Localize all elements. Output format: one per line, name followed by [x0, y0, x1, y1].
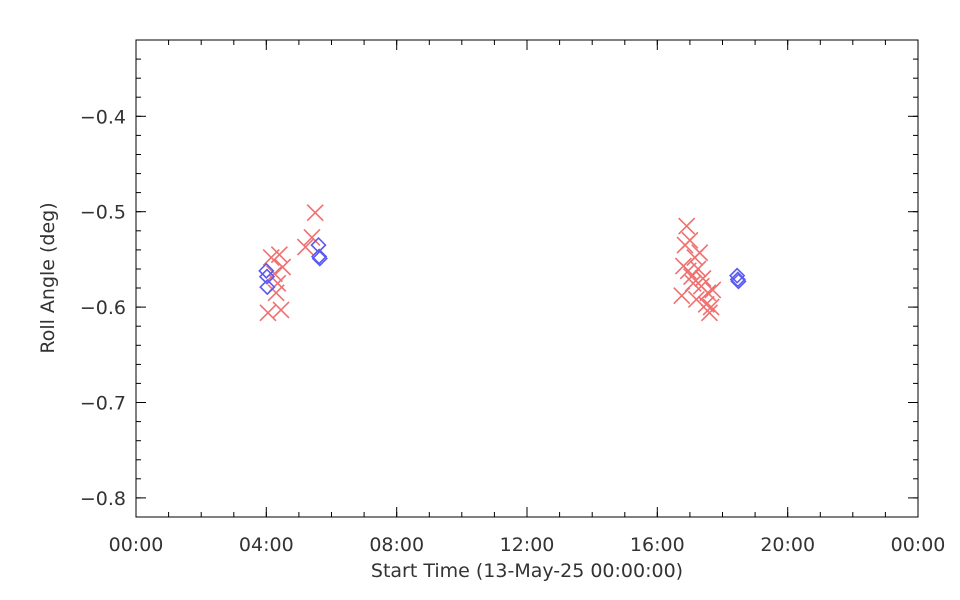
x-tick-labels: 00:00 04:00 08:00 12:00 16:00 20:00 00:00	[109, 534, 946, 556]
data-point-x-marker	[699, 284, 717, 302]
data-point-x-marker	[272, 301, 290, 319]
data-markers	[258, 204, 747, 322]
data-point-diamond-marker	[729, 271, 746, 288]
data-point-x-marker	[694, 269, 712, 288]
x-tick-label: 08:00	[369, 534, 424, 556]
data-point-x-marker	[265, 265, 284, 283]
y-tick-label: −0.8	[80, 488, 126, 510]
data-point-diamond-marker	[311, 250, 328, 267]
data-point-diamond-marker	[310, 248, 328, 265]
data-point-x-marker	[691, 244, 709, 262]
y-tick-label: −0.6	[80, 297, 126, 319]
x-tick-label: 04:00	[239, 534, 294, 556]
x-axis-title: Start Time (13-May-25 00:00:00)	[371, 560, 683, 582]
data-point-x-marker	[702, 298, 720, 316]
data-point-x-marker	[270, 246, 288, 264]
y-axis-title: Roll Angle (deg)	[37, 202, 59, 353]
data-point-x-marker	[681, 231, 699, 249]
y-tick-label: −0.5	[80, 202, 126, 224]
x-tick-label: 00:00	[891, 534, 946, 556]
y-tick-labels: −0.8 −0.7 −0.6 −0.5 −0.4	[80, 106, 126, 510]
data-point-diamond-marker	[258, 268, 276, 285]
x-tick-label: 12:00	[500, 534, 555, 556]
data-point-diamond-marker	[259, 278, 276, 296]
plot-frame	[135, 39, 919, 518]
data-point-x-marker	[306, 204, 324, 222]
data-point-x-marker	[704, 281, 722, 299]
data-point-x-marker	[700, 304, 719, 322]
data-point-diamond-marker	[729, 267, 746, 284]
y-tick-label: −0.4	[80, 106, 126, 128]
axis-ticks	[135, 39, 919, 518]
data-point-x-marker	[274, 258, 292, 276]
x-tick-label: 20:00	[760, 534, 815, 556]
data-point-x-marker	[296, 238, 314, 256]
data-point-diamond-marker	[258, 262, 275, 279]
data-point-x-marker	[689, 260, 707, 278]
y-tick-label: −0.7	[80, 393, 126, 415]
data-point-x-marker	[678, 217, 696, 235]
x-tick-label: 16:00	[630, 534, 685, 556]
data-point-diamond-marker	[730, 273, 747, 290]
data-point-x-marker	[303, 228, 321, 247]
x-tick-label: 00:00	[109, 534, 164, 556]
